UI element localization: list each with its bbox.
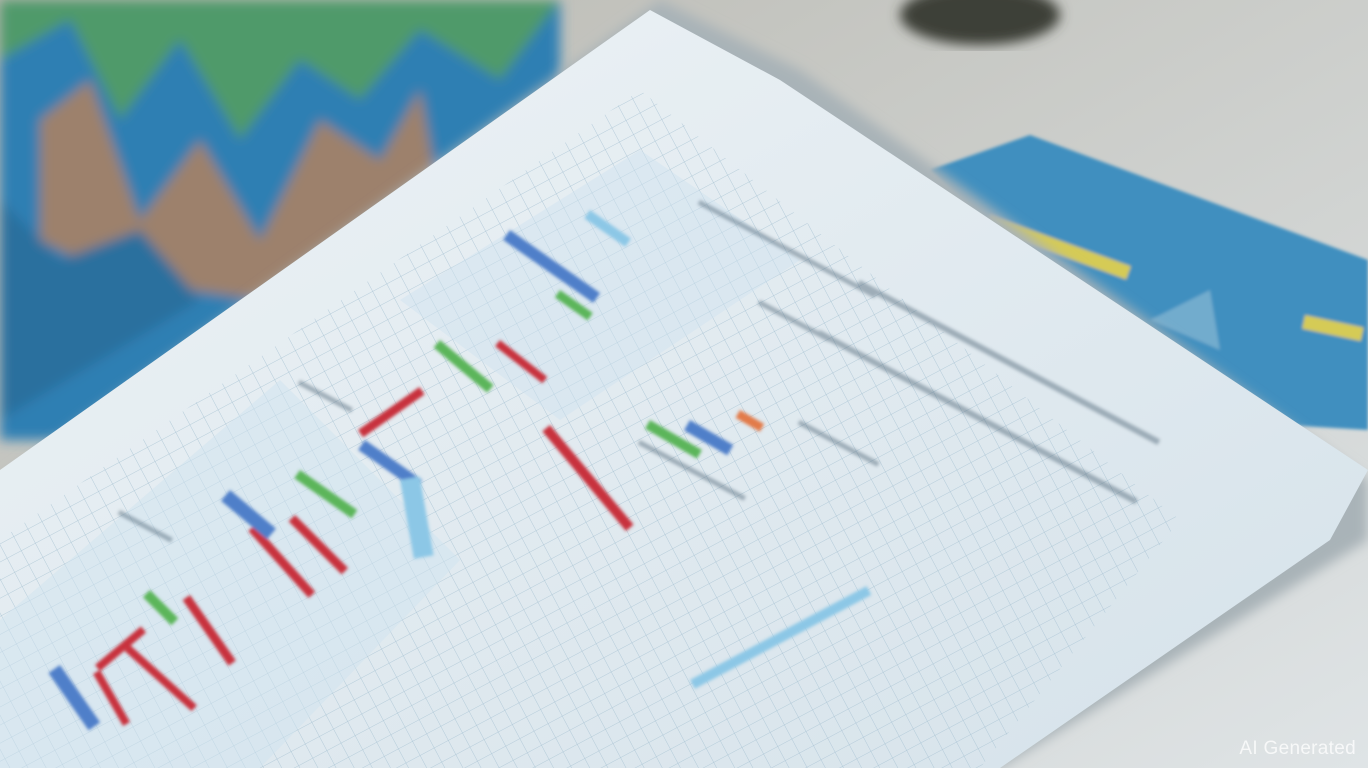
bar-light-blue	[584, 210, 631, 247]
bar-green	[645, 420, 702, 459]
bar-orange	[735, 410, 765, 432]
bar-light-blue	[400, 476, 434, 559]
blurred-text-lines	[117, 200, 1161, 543]
bar-red	[182, 595, 236, 666]
bar-red	[288, 515, 349, 575]
bar-light-blue	[690, 586, 872, 689]
bar-blue	[684, 419, 734, 456]
bar-red	[95, 626, 147, 672]
bar-green	[294, 470, 358, 519]
chart-bars	[48, 210, 872, 731]
bar-red	[248, 525, 316, 598]
bar-green	[142, 590, 179, 626]
bar-red	[542, 425, 634, 532]
ai-generated-watermark: AI Generated	[1239, 738, 1356, 759]
bar-green	[433, 339, 494, 393]
bar-blue	[48, 665, 101, 731]
bar-blue	[358, 440, 423, 490]
bar-blue	[503, 230, 601, 303]
bar-blue	[221, 489, 276, 540]
bar-red	[495, 340, 548, 384]
bar-red	[93, 670, 130, 726]
blurred-object	[900, 0, 1060, 45]
bar-green	[554, 290, 593, 321]
bar-red	[124, 645, 197, 712]
bar-red	[357, 386, 425, 438]
